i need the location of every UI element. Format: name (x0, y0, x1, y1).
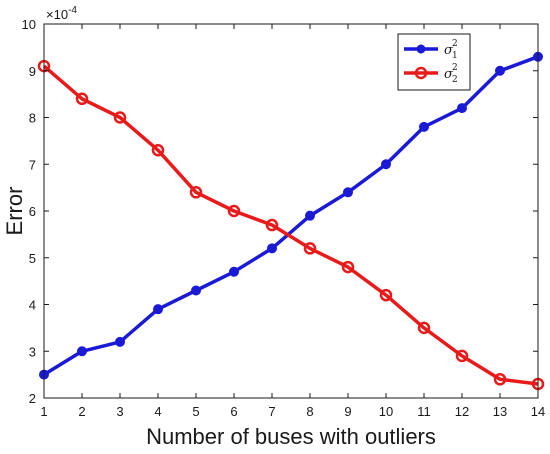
y-tick-label: 5 (29, 251, 36, 266)
legend-label-superscript: 2 (452, 39, 458, 49)
x-tick-label: 13 (493, 404, 507, 419)
series-1-point (191, 285, 201, 296)
legend-swatch-marker (414, 66, 428, 80)
x-tick-label: 2 (78, 404, 85, 419)
series-2-point (417, 321, 431, 335)
x-tick-label: 14 (531, 404, 545, 419)
chart-marks (37, 51, 545, 391)
series-2-point (189, 186, 203, 199)
series-2-point (455, 349, 469, 363)
x-tick-label: 1 (40, 404, 47, 419)
y-tick-label: 8 (29, 111, 36, 126)
series-1-point (229, 266, 239, 277)
x-tick-label: 12 (455, 404, 469, 419)
x-tick-label: 8 (306, 404, 313, 419)
series-2-point (75, 92, 89, 106)
series-2-point (151, 143, 165, 157)
y-tick-label: 6 (29, 204, 36, 219)
x-tick-label: 5 (192, 404, 199, 419)
series-2-point (493, 373, 507, 386)
series-2-point (341, 260, 355, 274)
y-tick-label: 2 (29, 391, 36, 406)
series-2-point (227, 204, 241, 218)
series-2 (37, 59, 545, 391)
x-axis-label: Number of buses with outliers (146, 424, 436, 449)
y-axis-label: Error (2, 187, 27, 236)
y-exponent-label: ×10-4 (46, 5, 77, 22)
series-2-line (42, 64, 539, 386)
x-tick-label: 3 (116, 404, 123, 419)
legend-label: σ (444, 43, 454, 58)
x-tick-label: 4 (154, 404, 161, 419)
legend-item-2: σ 2 2 (404, 63, 458, 85)
x-tick-label: 10 (379, 404, 393, 419)
series-1-point (343, 187, 353, 198)
series-1-point (115, 336, 125, 347)
legend-label-subscript: 1 (452, 51, 458, 61)
x-tick-label: 7 (268, 404, 275, 419)
legend: σ 12σ 22 (397, 33, 471, 91)
legend-box (397, 33, 471, 91)
x-tick-label: 6 (230, 404, 237, 419)
series-1-point (77, 346, 87, 357)
series-1-point (305, 210, 315, 221)
series-1 (39, 51, 543, 380)
series-2-point (303, 242, 317, 255)
series-1-point (457, 103, 467, 114)
y-tick-label: 7 (29, 157, 36, 172)
series-2-point (265, 218, 279, 232)
y-tick-label: 10 (22, 17, 36, 32)
x-tick-label: 9 (344, 404, 351, 419)
legend-label-superscript: 2 (452, 63, 458, 73)
series-1-point (419, 121, 429, 132)
series-2-point (379, 288, 393, 302)
legend-label-subscript: 2 (452, 75, 458, 85)
series-1-point (267, 243, 277, 254)
y-tick-label: 9 (29, 64, 36, 79)
y-tick-label: 4 (29, 298, 36, 313)
legend-item-1: σ 1 2 (404, 39, 458, 61)
series-1-point (153, 304, 163, 315)
x-tick-label: 11 (417, 404, 431, 419)
series-1-point (495, 65, 505, 76)
series-1-point (381, 159, 391, 170)
legend-label: σ (444, 67, 454, 82)
series-1-line (43, 55, 539, 377)
series-2-point (113, 111, 127, 124)
y-tick-label: 3 (29, 344, 36, 359)
legend-swatch-marker (416, 44, 426, 54)
